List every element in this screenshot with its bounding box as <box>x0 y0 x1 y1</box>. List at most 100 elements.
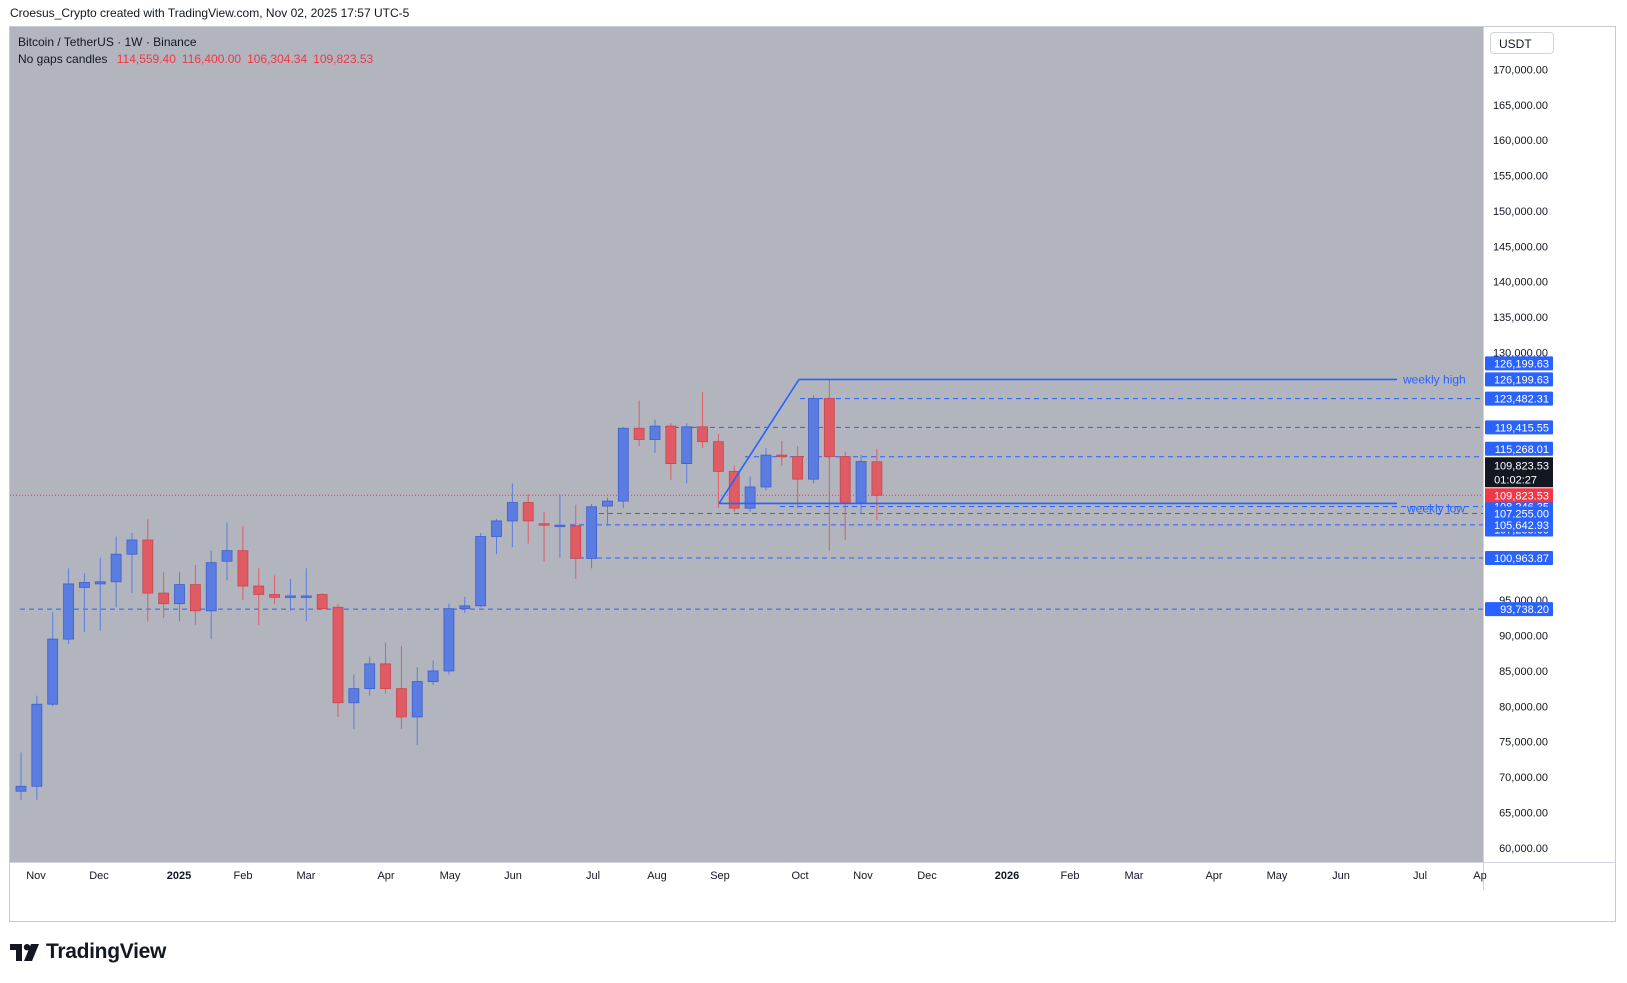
last-price-block: 109,823.53 01:02:27 <box>1485 457 1553 488</box>
price-tick-label: 60,000.00 <box>1499 843 1548 855</box>
chart-attribution: Croesus_Crypto created with TradingView.… <box>10 6 410 20</box>
candle-7 <box>126 532 138 594</box>
time-axis-label: Jun <box>504 870 522 882</box>
drawings: weekly high weekly low <box>718 372 1466 515</box>
candle-38 <box>617 426 629 509</box>
candle-body <box>348 688 360 704</box>
price-tick-label: 135,000.00 <box>1493 312 1548 324</box>
candle-26 <box>427 660 439 686</box>
candle-body <box>633 427 645 440</box>
price-tick-label: 75,000.00 <box>1499 737 1548 749</box>
price-tag-bg <box>1485 506 1553 521</box>
time-axis-label: Jul <box>586 870 600 882</box>
candle-body <box>792 456 804 480</box>
candle-body <box>665 425 677 465</box>
candle-11 <box>189 564 201 625</box>
price-chart[interactable]: weekly high weekly low 60,000.00 65,000.00… <box>10 27 1615 921</box>
last-price-block-price: 109,823.53 <box>1494 460 1549 472</box>
candle-45 <box>728 465 740 512</box>
candle-0 <box>15 752 27 800</box>
time-axis-label: Mar <box>1125 870 1144 882</box>
price-tag-bg <box>1485 550 1553 565</box>
candle-body <box>459 605 471 610</box>
candle-body <box>31 703 43 787</box>
time-axis-background[interactable] <box>10 862 1615 890</box>
candle-body <box>142 539 154 594</box>
candle-body <box>364 663 376 690</box>
candle-47 <box>760 448 772 491</box>
candles <box>15 379 883 800</box>
price-tag-1: 126,199.63 <box>1485 372 1553 387</box>
candle-5 <box>94 557 106 631</box>
candle-17 <box>285 578 296 611</box>
candle-33 <box>538 511 550 562</box>
candle-body <box>570 525 582 559</box>
currency-button[interactable]: USDT <box>1490 32 1554 54</box>
price-tag-0: 126,199.63 <box>1485 356 1553 371</box>
time-axis-label: Sep <box>710 870 730 882</box>
candle-body <box>395 688 407 718</box>
price-tag-10: 93,738.20 <box>1485 602 1553 617</box>
price-tag-8: 105,642.93 <box>1485 517 1553 532</box>
candle-42 <box>681 423 693 484</box>
time-axis-label: Nov <box>853 870 873 882</box>
candle-body <box>47 638 59 705</box>
price-tag-bg <box>1485 391 1553 406</box>
candle-body <box>713 441 724 472</box>
candle-48 <box>776 440 788 466</box>
candle-body <box>538 523 550 526</box>
candle-10 <box>174 571 185 622</box>
candle-54 <box>871 448 883 521</box>
candle-body <box>744 486 756 509</box>
ohlc-low: 106,304.34 <box>247 52 308 66</box>
price-tag-2: 123,482.31 <box>1485 391 1553 406</box>
time-axis-label: Nov <box>26 870 46 882</box>
time-axis-label: Oct <box>791 870 808 882</box>
candle-body <box>316 594 328 610</box>
dashed-levels <box>10 398 1483 610</box>
price-tag-6: 107,255.00 <box>1485 506 1553 521</box>
price-tag-bg <box>1485 420 1553 435</box>
candle-body <box>681 426 693 465</box>
candle-12 <box>205 550 217 640</box>
time-axis-label: Apr <box>377 870 394 882</box>
time-axis-label: Dec <box>917 870 937 882</box>
candle-16 <box>269 575 281 604</box>
candle-body <box>491 520 502 537</box>
candle-6 <box>110 536 122 608</box>
candle-body <box>411 681 423 718</box>
candle-body <box>586 506 597 559</box>
price-tag-label: 107,255.00 <box>1494 508 1549 520</box>
candle-body <box>649 425 661 440</box>
candle-4 <box>79 573 90 633</box>
price-tag-bg <box>1485 602 1553 617</box>
candle-body <box>871 461 883 496</box>
candle-31 <box>506 483 518 548</box>
candle-body <box>823 398 835 457</box>
price-tags: 126,199.63 126,199.63 123,482.31 119,415.55… <box>1485 356 1553 617</box>
time-axis-label: May <box>440 870 461 882</box>
candle-body <box>300 595 312 598</box>
candle-body <box>728 470 740 509</box>
candle-39 <box>633 400 645 446</box>
price-tag-label: 100,963.87 <box>1494 553 1549 565</box>
candle-51 <box>823 379 835 551</box>
time-axis-label: Mar <box>297 870 316 882</box>
price-tag-bg <box>1485 356 1553 371</box>
symbol-title[interactable]: Bitcoin / TetherUS · 1W · Binance <box>18 35 197 49</box>
candle-body <box>427 670 439 682</box>
price-tag-label: 93,738.20 <box>1500 604 1549 616</box>
time-axis-label: Ap <box>1473 870 1486 882</box>
candle-body <box>760 454 772 488</box>
price-tag-label: 126,199.63 <box>1494 358 1549 370</box>
price-tick-label: 65,000.00 <box>1499 807 1548 819</box>
price-tag-9: 100,963.87 <box>1485 550 1553 565</box>
candle-34 <box>554 494 566 558</box>
time-axis-label: Aug <box>647 870 667 882</box>
candle-body <box>174 584 185 605</box>
time-axis-label: 2026 <box>995 870 1019 882</box>
price-tick-label: 150,000.00 <box>1493 206 1548 218</box>
last-price-tag-bg <box>1485 488 1553 503</box>
price-tick-label: 145,000.00 <box>1493 241 1548 253</box>
countdown-label: 01:02:27 <box>1494 474 1537 486</box>
